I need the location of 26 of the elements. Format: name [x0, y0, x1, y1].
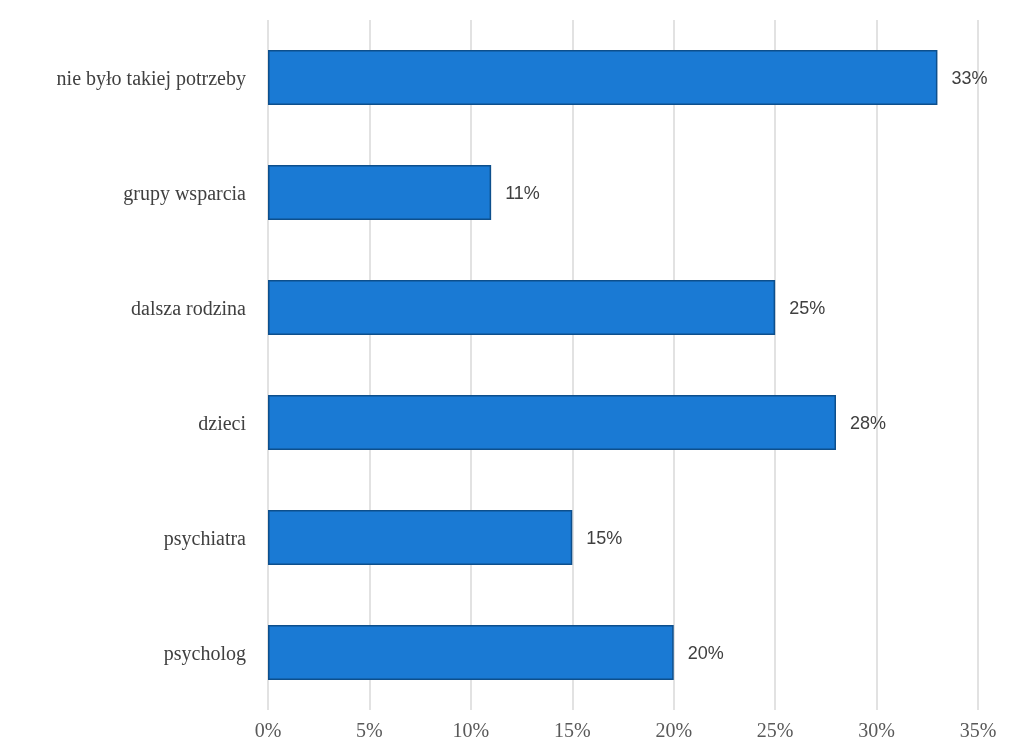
y-tick-label: dalsza rodzina	[131, 296, 247, 319]
x-tick-label: 25%	[756, 719, 794, 741]
x-tick-label: 20%	[655, 719, 693, 741]
x-tick-label: 5%	[356, 719, 383, 741]
data-label: 28%	[850, 412, 887, 433]
y-tick-label: psychiatra	[163, 526, 247, 550]
x-tick-label: 30%	[858, 719, 895, 741]
bar	[268, 624, 674, 681]
bar	[268, 509, 573, 566]
data-label: 20%	[687, 642, 724, 663]
bar	[268, 164, 492, 221]
x-tick-label: 0%	[254, 719, 282, 741]
data-label: 11%	[505, 182, 540, 203]
bar	[268, 394, 836, 451]
bar	[268, 279, 776, 336]
x-tick-label: 15%	[553, 719, 591, 741]
x-tick-label: 10%	[452, 719, 490, 741]
y-tick-label: dzieci	[198, 411, 247, 434]
y-tick-label: psycholog	[163, 641, 246, 665]
bar	[268, 49, 938, 106]
data-label: 25%	[789, 297, 826, 318]
data-label: 15%	[586, 527, 623, 548]
data-label: 33%	[951, 67, 988, 88]
y-tick-label: grupy wsparcia	[123, 181, 247, 205]
x-tick-label: 35%	[959, 719, 997, 741]
y-tick-label: nie było takiej potrzeby	[56, 66, 246, 90]
